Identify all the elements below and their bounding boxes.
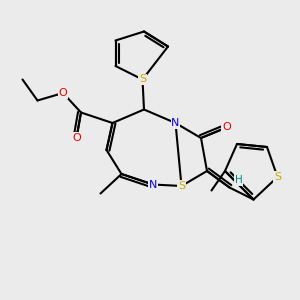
Text: O: O	[72, 133, 81, 143]
Text: S: S	[178, 181, 185, 191]
Text: O: O	[222, 122, 231, 133]
Text: S: S	[274, 172, 281, 182]
Text: H: H	[235, 175, 242, 185]
Text: N: N	[171, 118, 180, 128]
Text: N: N	[149, 179, 157, 190]
Text: O: O	[58, 88, 68, 98]
Text: S: S	[139, 74, 146, 85]
